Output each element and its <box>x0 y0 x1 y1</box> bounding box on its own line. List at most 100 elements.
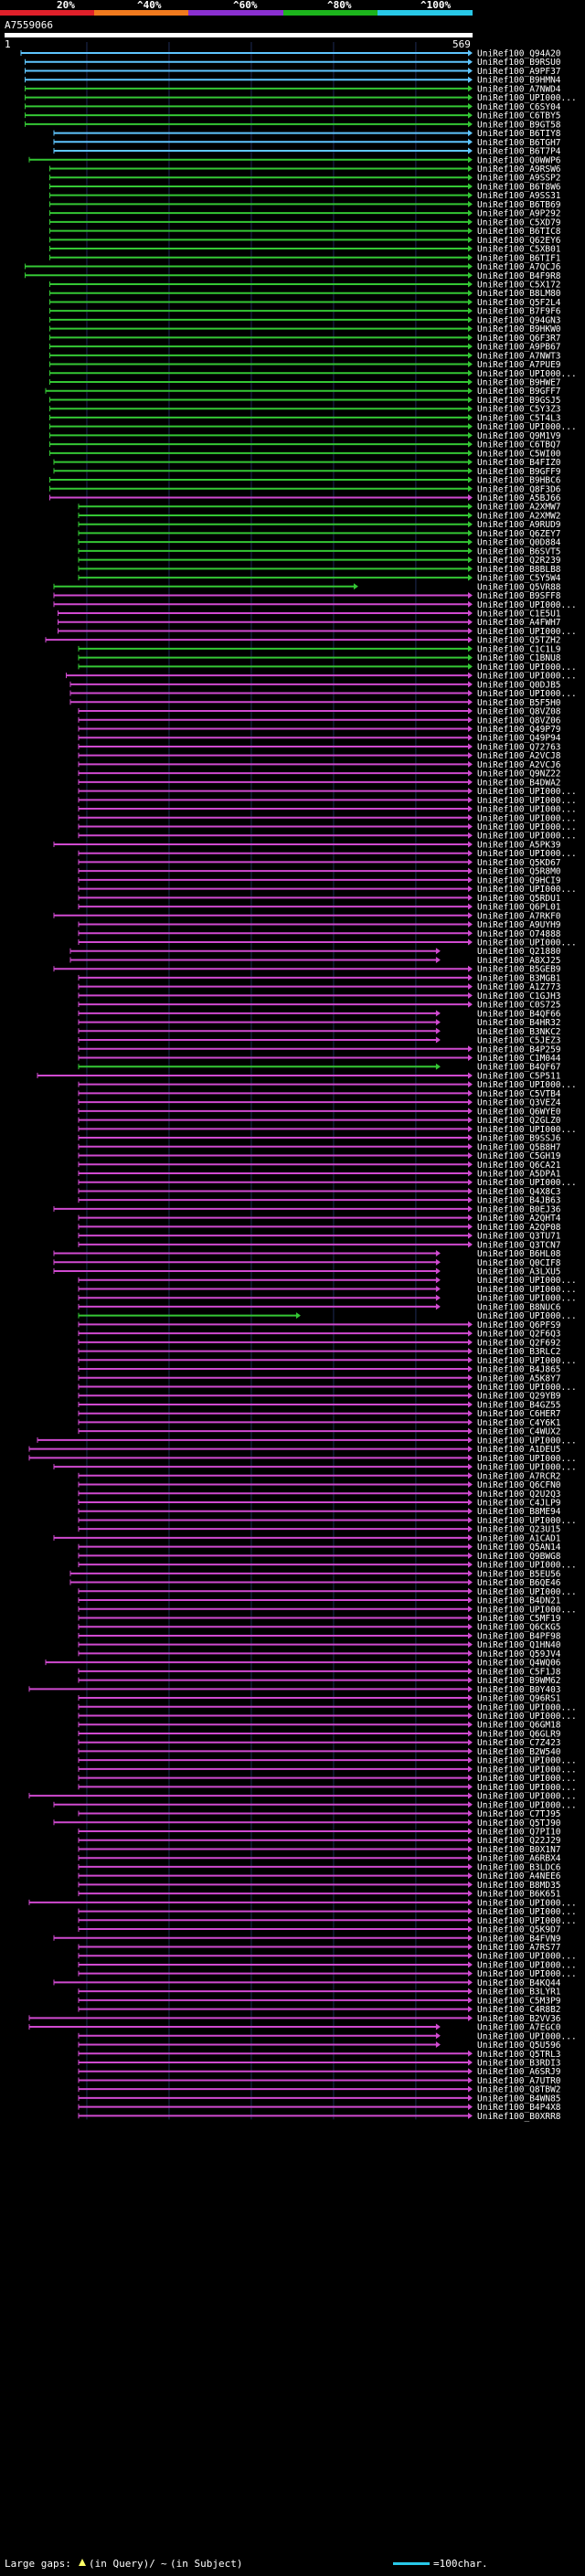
hit-label[interactable]: UniRef100_Q5U596 <box>477 2041 561 2051</box>
hit-row[interactable]: UniRef100_Q5TZH2 <box>45 636 561 646</box>
hit-row[interactable]: UniRef100_A8XJ25 <box>69 956 561 966</box>
hit-label[interactable]: UniRef100_C4Y6K1 <box>477 1418 561 1428</box>
hit-row[interactable]: UniRef100_Q5RDU1 <box>78 894 561 904</box>
hit-label[interactable]: UniRef100_B9GT58 <box>477 120 561 130</box>
hit-row[interactable]: UniRef100_B6TB69 <box>48 200 561 210</box>
hit-row[interactable]: UniRef100_Q6ZEY7 <box>78 529 561 539</box>
hit-label[interactable]: UniRef100_A6SRJ9 <box>477 2067 561 2077</box>
hit-row[interactable]: UniRef100_B6K651 <box>78 1890 561 1900</box>
hit-label[interactable]: UniRef100_B6K651 <box>477 1890 561 1900</box>
hit-row[interactable]: UniRef100_C5JEZ3 <box>78 1036 561 1046</box>
hit-row[interactable]: UniRef100_UPI000... <box>78 832 577 842</box>
hit-row[interactable]: UniRef100_B2VV36 <box>28 2014 561 2024</box>
hit-row[interactable]: UniRef100_B3MGB1 <box>78 973 561 983</box>
hit-row[interactable]: UniRef100_B9RSU0 <box>24 58 561 68</box>
hit-row[interactable]: UniRef100_B4QF67 <box>78 1063 561 1073</box>
hit-label[interactable]: UniRef100_Q6PFS9 <box>477 1320 561 1330</box>
hit-row[interactable]: UniRef100_UPI000... <box>53 600 577 610</box>
hit-label[interactable]: UniRef100_A9RSW6 <box>477 164 561 175</box>
hit-label[interactable]: UniRef100_Q3TCN7 <box>477 1240 561 1250</box>
hit-row[interactable]: UniRef100_C6HER7 <box>78 1409 561 1419</box>
hit-row[interactable]: UniRef100_B8MD35 <box>78 1881 561 1891</box>
hit-row[interactable]: UniRef100_Q2R239 <box>78 556 561 566</box>
hit-label[interactable]: UniRef100_C5Y5W4 <box>477 574 561 584</box>
hit-label[interactable]: UniRef100_B4QF66 <box>477 1009 561 1019</box>
hit-row[interactable]: UniRef100_Q8VZ08 <box>78 707 561 717</box>
hit-label[interactable]: UniRef100_UPI000... <box>477 1294 577 1304</box>
hit-label[interactable]: UniRef100_UPI000... <box>477 1774 577 1784</box>
hit-label[interactable]: UniRef100_B2VV36 <box>477 2014 561 2024</box>
hit-label[interactable]: UniRef100_C4R8B2 <box>477 2005 561 2015</box>
hit-label[interactable]: UniRef100_Q0WWP6 <box>477 155 561 165</box>
hit-row[interactable]: UniRef100_B6T7P4 <box>53 147 561 157</box>
hit-row[interactable]: UniRef100_UPI000... <box>78 796 577 806</box>
hit-label[interactable]: UniRef100_B0X1N7 <box>477 1845 561 1855</box>
hit-label[interactable]: UniRef100_A7PUE9 <box>477 360 561 370</box>
hit-label[interactable]: UniRef100_UPI000... <box>477 1712 577 1722</box>
hit-row[interactable]: UniRef100_UPI000... <box>48 369 577 379</box>
hit-label[interactable]: UniRef100_Q5RDU1 <box>477 894 561 904</box>
hit-label[interactable]: UniRef100_Q5KD67 <box>477 858 561 868</box>
hit-row[interactable]: UniRef100_Q29YB9 <box>78 1392 561 1402</box>
hit-label[interactable]: UniRef100_Q96RS1 <box>477 1694 561 1704</box>
hit-row[interactable]: UniRef100_UPI000... <box>69 689 577 699</box>
hit-label[interactable]: UniRef100_C5WI00 <box>477 449 561 459</box>
hit-row[interactable]: UniRef100_B3NKC2 <box>78 1027 561 1037</box>
hit-label[interactable]: UniRef100_A9PB67 <box>477 343 561 353</box>
hit-label[interactable]: UniRef100_A5K8Y7 <box>477 1373 561 1383</box>
hit-label[interactable]: UniRef100_Q29YB9 <box>477 1392 561 1402</box>
hit-row[interactable]: UniRef100_C1E5U1 <box>57 609 561 619</box>
hit-row[interactable]: UniRef100_Q7PI10 <box>78 1828 561 1838</box>
hit-row[interactable]: UniRef100_Q49P79 <box>78 725 561 735</box>
hit-row[interactable]: UniRef100_C7TJ95 <box>78 1809 561 1819</box>
hit-row[interactable]: UniRef100_B8NUC6 <box>78 1302 561 1312</box>
hit-label[interactable]: UniRef100_B4PF98 <box>477 1631 561 1641</box>
hit-row[interactable]: UniRef100_B2W540 <box>78 1747 561 1757</box>
hit-row[interactable]: UniRef100_UPI000... <box>78 1178 577 1188</box>
hit-label[interactable]: UniRef100_A2QHT4 <box>477 1214 561 1224</box>
hit-label[interactable]: UniRef100_B9SSJ6 <box>477 1134 561 1144</box>
hit-row[interactable]: UniRef100_B9SSJ6 <box>78 1134 561 1144</box>
hit-row[interactable]: UniRef100_Q62EY6 <box>48 236 561 246</box>
hit-row[interactable]: UniRef100_A9P292 <box>48 209 561 219</box>
hit-row[interactable]: UniRef100_C5M3P9 <box>78 1996 561 2006</box>
hit-row[interactable]: UniRef100_B9HWE7 <box>48 378 561 388</box>
hit-row[interactable]: UniRef100_B4P4X8 <box>78 2103 561 2113</box>
hit-label[interactable]: UniRef100_Q5B8H7 <box>477 1142 561 1152</box>
hit-label[interactable]: UniRef100_A6RBX4 <box>477 1854 561 1864</box>
hit-label[interactable]: UniRef100_B5GEB9 <box>477 965 561 975</box>
hit-label[interactable]: UniRef100_B6T8W6 <box>477 182 561 192</box>
hit-row[interactable]: UniRef100_Q2U2Q3 <box>78 1489 561 1500</box>
hit-label[interactable]: UniRef100_A2XMW7 <box>477 503 561 513</box>
hit-row[interactable]: UniRef100_Q8VZ06 <box>78 716 561 726</box>
hit-row[interactable]: UniRef100_UPI000... <box>53 1463 577 1473</box>
hit-label[interactable]: UniRef100_B5F5H0 <box>477 698 561 708</box>
hit-row[interactable]: UniRef100_A5BJ66 <box>48 493 561 504</box>
hit-row[interactable]: UniRef100_Q9BWG8 <box>78 1552 561 1562</box>
hit-label[interactable]: UniRef100_B4KQ44 <box>477 1978 561 1988</box>
hit-label[interactable]: UniRef100_B3RDI3 <box>477 2058 561 2068</box>
hit-row[interactable]: UniRef100_B4PF98 <box>78 1631 561 1641</box>
hit-label[interactable]: UniRef100_C4WUX2 <box>477 1427 561 1437</box>
hit-row[interactable]: UniRef100_C5XB01 <box>48 245 561 255</box>
hit-label[interactable]: UniRef100_B4JB63 <box>477 1196 561 1206</box>
hit-label[interactable]: UniRef100_Q4X8C3 <box>477 1187 561 1197</box>
hit-row[interactable]: UniRef100_Q5TJ90 <box>53 1818 561 1829</box>
hit-label[interactable]: UniRef100_UPI000... <box>477 805 577 815</box>
hit-label[interactable]: UniRef100_A1DEU5 <box>477 1445 561 1455</box>
hit-label[interactable]: UniRef100_Q0DJB5 <box>477 680 561 690</box>
hit-row[interactable]: UniRef100_B4P259 <box>78 1044 561 1055</box>
hit-label[interactable]: UniRef100_B7F9F6 <box>477 307 561 317</box>
hit-label[interactable]: UniRef100_B8NUC6 <box>477 1302 561 1312</box>
hit-row[interactable]: UniRef100_B6TGH7 <box>53 138 561 148</box>
hit-row[interactable]: UniRef100_B4WN85 <box>78 2094 561 2104</box>
hit-label[interactable]: UniRef100_UPI000... <box>477 422 577 432</box>
hit-row[interactable]: UniRef100_A2XMW2 <box>78 511 561 521</box>
hit-row[interactable]: UniRef100_A9SSP2 <box>48 174 561 184</box>
hit-row[interactable]: UniRef100_Q72763 <box>78 742 561 752</box>
hit-label[interactable]: UniRef100_Q8TBW2 <box>477 2085 561 2095</box>
hit-row[interactable]: UniRef100_B4DWA2 <box>78 778 561 788</box>
hit-label[interactable]: UniRef100_UPI000... <box>477 796 577 806</box>
hit-label[interactable]: UniRef100_A4FWH7 <box>477 618 561 628</box>
hit-row[interactable]: UniRef100_Q9M1V9 <box>48 431 561 441</box>
